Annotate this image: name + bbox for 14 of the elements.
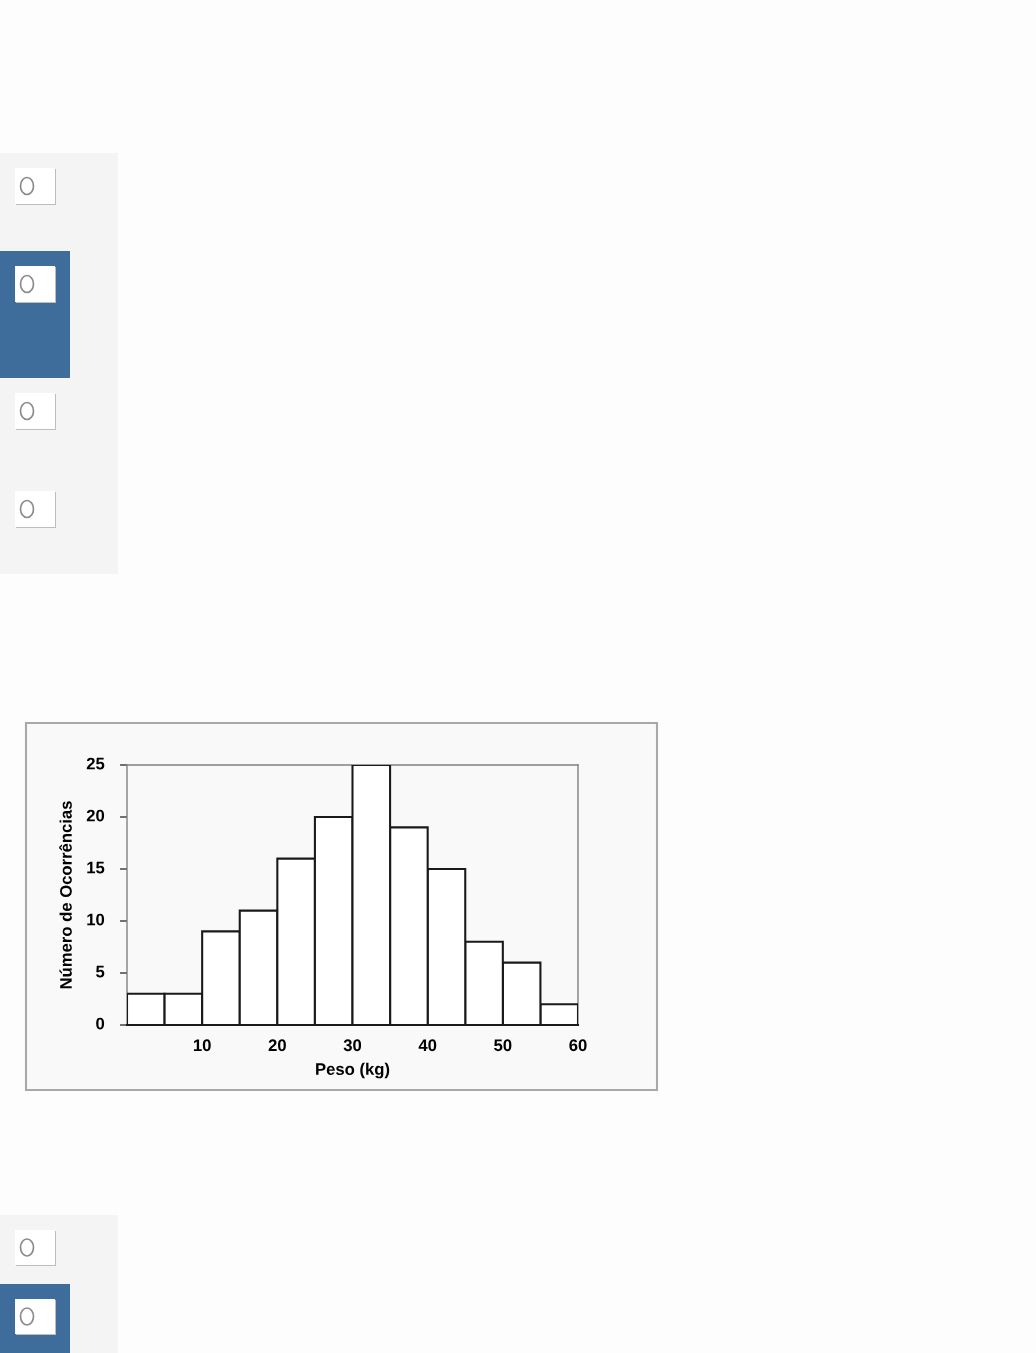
x-tick-label: 20	[268, 1039, 286, 1052]
y-tick-label: 10	[87, 913, 105, 926]
x-axis-title: Peso (kg)	[316, 1062, 390, 1079]
y-axis-title: Número de Ocorrências	[59, 801, 72, 989]
x-tick-label: 10	[193, 1039, 211, 1052]
x-tick-label: 30	[343, 1039, 362, 1052]
y-tick-label: 20	[86, 809, 105, 822]
y-tick-label: 5	[96, 965, 105, 978]
y-tick-label: 0	[96, 1017, 105, 1030]
x-tick-label: 40	[418, 1039, 437, 1052]
x-tick-label: 60	[569, 1039, 587, 1052]
y-tick-label: 15	[87, 861, 105, 874]
y-tick-label: 25	[86, 757, 105, 770]
x-tick-label: 50	[494, 1039, 512, 1052]
